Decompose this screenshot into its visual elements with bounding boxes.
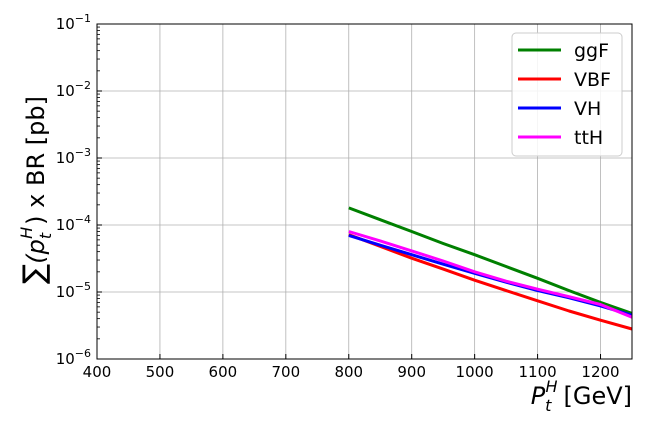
y-tick-label: 10−4 bbox=[56, 213, 91, 234]
y-tick-exp: −1 bbox=[75, 12, 91, 25]
x-tick-label: 800 bbox=[334, 363, 363, 381]
legend: ggF VBF VH ttH bbox=[511, 32, 623, 157]
x-axis-title-main: P bbox=[531, 382, 546, 410]
y-tick-base: 10 bbox=[56, 350, 75, 368]
legend-label-vh: VH bbox=[574, 98, 601, 120]
y-axis-title-rest: ) x BR [pb] bbox=[22, 96, 50, 225]
y-tick-exp: −6 bbox=[75, 347, 91, 360]
series-line-ggf bbox=[348, 206, 633, 315]
y-tick-base: 10 bbox=[56, 283, 75, 301]
x-axis-title-unit: [GeV] bbox=[563, 382, 632, 410]
legend-label-vbf: VBF bbox=[574, 69, 611, 91]
x-tick-label: 900 bbox=[397, 363, 426, 381]
y-axis-title-sup: H bbox=[17, 227, 36, 239]
x-axis-title-sup: H bbox=[545, 377, 557, 396]
x-tick-label: 500 bbox=[146, 363, 175, 381]
x-tick-label: 1200 bbox=[581, 363, 619, 381]
y-tick-label: 10−2 bbox=[56, 79, 91, 100]
x-tick-label: 700 bbox=[272, 363, 301, 381]
y-axis-title: ∑(ptH ) x BR [pb] bbox=[17, 96, 55, 284]
x-tick-label: 400 bbox=[83, 363, 112, 381]
y-tick-base: 10 bbox=[56, 149, 75, 167]
y-axis-title-sub: t bbox=[36, 232, 55, 239]
y-axis-title-sum: ∑ bbox=[17, 264, 52, 284]
legend-label-tth: ttH bbox=[574, 127, 603, 149]
series-layer bbox=[348, 206, 633, 331]
y-tick-base: 10 bbox=[56, 216, 75, 234]
y-tick-label: 10−3 bbox=[56, 146, 91, 167]
legend-box bbox=[511, 32, 623, 157]
y-tick-label: 10−1 bbox=[56, 12, 91, 33]
y-axis-title-open: (p bbox=[22, 239, 50, 264]
series-line-tth bbox=[348, 230, 633, 319]
y-tick-exp: −5 bbox=[75, 280, 91, 293]
series-line-vbf bbox=[348, 233, 633, 331]
y-tick-exp: −4 bbox=[75, 213, 91, 226]
y-tick-base: 10 bbox=[56, 82, 75, 100]
x-tick-label: 1100 bbox=[518, 363, 556, 381]
legend-label-ggf: ggF bbox=[574, 40, 609, 62]
x-axis-title-sub: t bbox=[545, 396, 552, 415]
plot-frame bbox=[96, 23, 633, 360]
x-axis-title: PtH [GeV] bbox=[531, 377, 632, 415]
y-tick-exp: −2 bbox=[75, 79, 91, 92]
x-tick-label: 600 bbox=[209, 363, 238, 381]
x-tick-label: 1000 bbox=[456, 363, 494, 381]
y-tick-exp: −3 bbox=[75, 146, 91, 159]
y-tick-label: 10−6 bbox=[56, 347, 91, 368]
axis-ticks: 400 500 600 700 800 900 1000 1100 120010−610−510… bbox=[56, 12, 620, 381]
y-tick-base: 10 bbox=[56, 15, 75, 33]
y-tick-label: 10−5 bbox=[56, 280, 91, 301]
